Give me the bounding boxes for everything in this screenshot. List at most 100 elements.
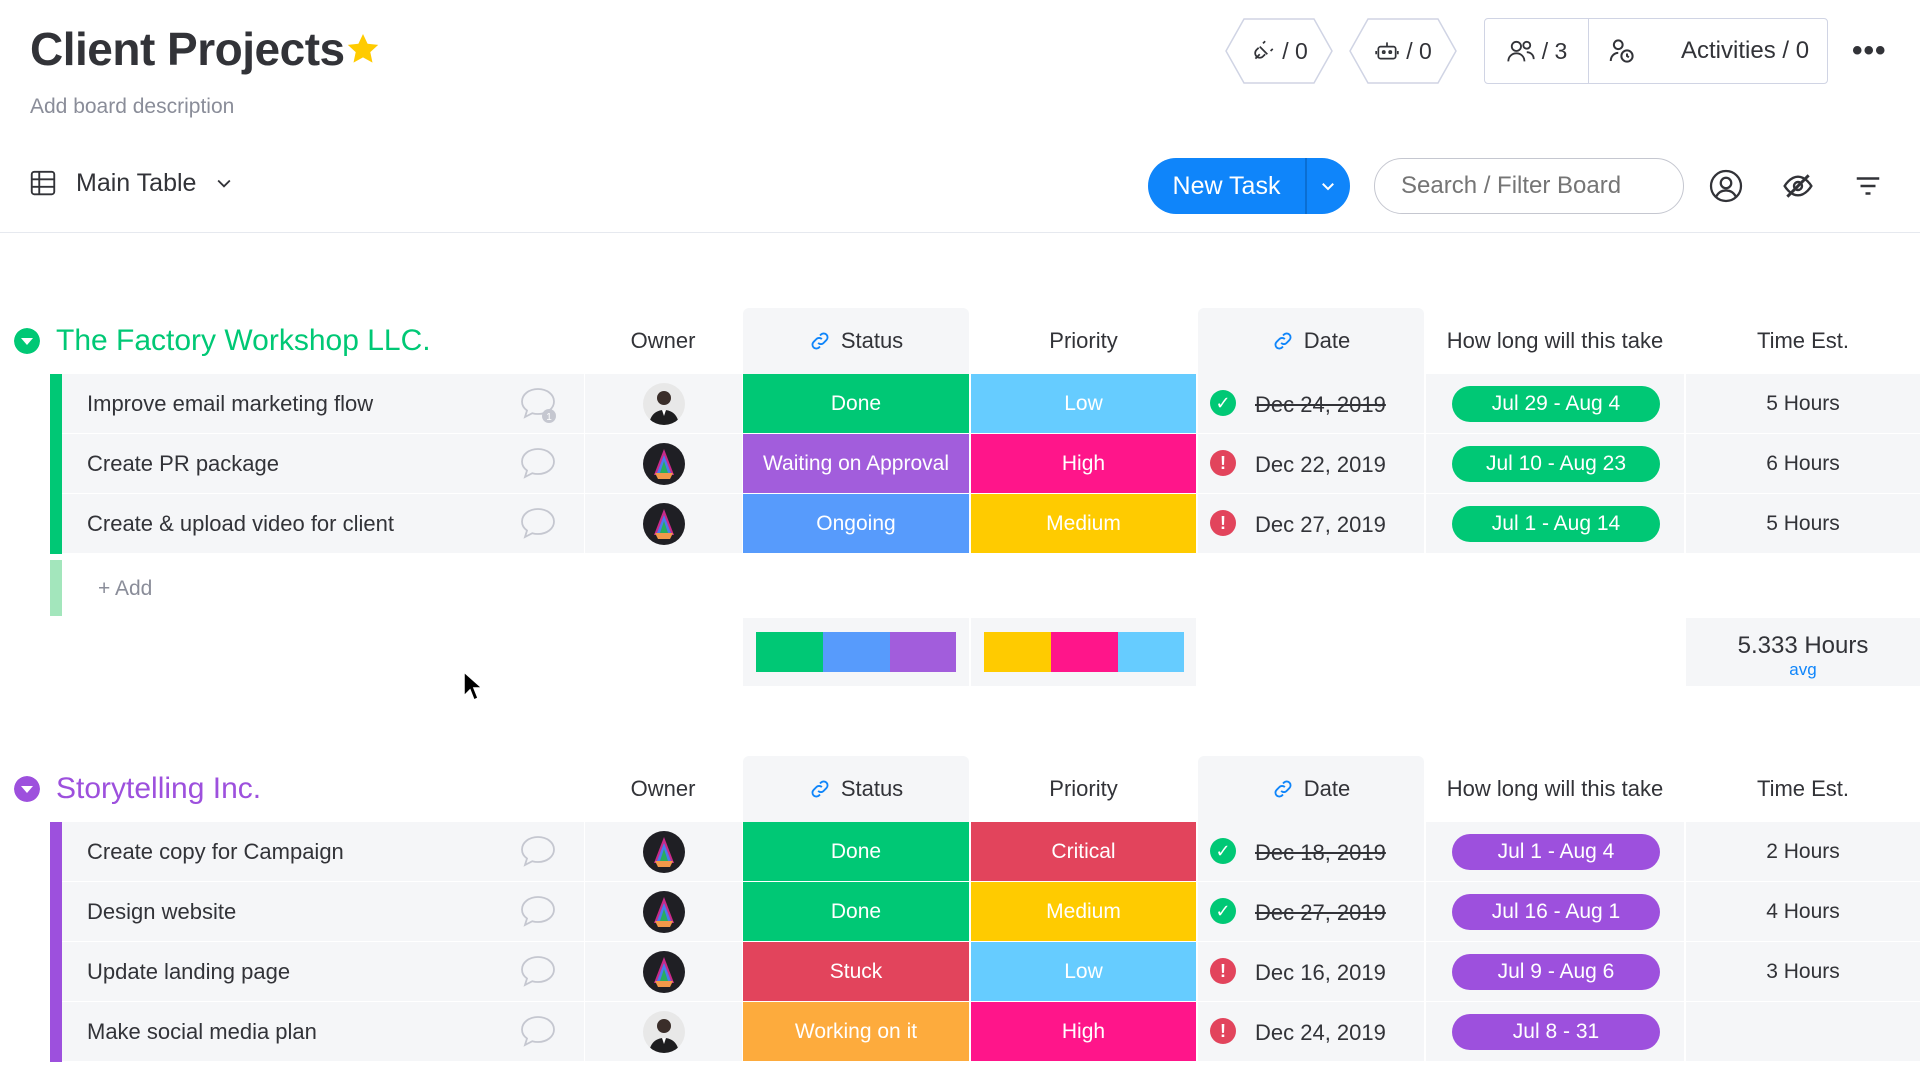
column-header-estimate[interactable]: Time Est. (1756, 776, 1850, 801)
favorite-star-icon[interactable] (344, 30, 382, 68)
timeline-cell[interactable]: Jul 16 - Aug 1 (1426, 882, 1684, 942)
priority-distribution-bar[interactable] (984, 632, 1184, 672)
column-header-estimate[interactable]: Time Est. (1756, 328, 1850, 353)
timeline-pill[interactable]: Jul 16 - Aug 1 (1452, 894, 1660, 930)
column-header-timeline[interactable]: How long will this take (1446, 776, 1664, 801)
owner-cell[interactable] (584, 942, 742, 1002)
owner-cell[interactable] (584, 374, 742, 434)
column-header-priority[interactable]: Priority (1049, 776, 1118, 801)
timeline-cell[interactable]: Jul 1 - Aug 14 (1426, 494, 1684, 554)
estimate-cell[interactable] (1686, 1002, 1920, 1062)
owner-cell[interactable] (584, 822, 742, 882)
group-title[interactable]: The Factory Workshop LLC. (56, 324, 431, 357)
new-task-button[interactable]: New Task (1148, 158, 1350, 214)
timeline-cell[interactable]: Jul 8 - 31 (1426, 1002, 1684, 1062)
column-header-owner[interactable]: Owner (630, 328, 696, 353)
comment-bubble-icon[interactable] (518, 1014, 558, 1052)
column-header-date[interactable]: Date (1198, 308, 1424, 374)
item-name-cell[interactable]: Create & upload video for client (62, 494, 584, 554)
timeline-pill[interactable]: Jul 9 - Aug 6 (1452, 954, 1660, 990)
item-name[interactable]: Design website (87, 899, 237, 924)
date-cell[interactable]: ! Dec 22, 2019 (1198, 434, 1424, 494)
collapse-group-icon[interactable] (14, 328, 40, 354)
table-row[interactable]: Create & upload video for client Ongoing… (0, 494, 1920, 554)
owner-cell[interactable] (584, 1002, 742, 1062)
item-name-cell[interactable]: Improve email marketing flow 1 (62, 374, 584, 434)
timeline-pill[interactable]: Jul 10 - Aug 23 (1452, 446, 1660, 482)
column-header-priority[interactable]: Priority (1049, 328, 1118, 353)
table-row[interactable]: Design website Done Medium ✓ Dec 27, 201… (0, 882, 1920, 942)
activities-button[interactable]: Activities / 0 (1589, 36, 1827, 66)
priority-cell[interactable]: Critical (971, 822, 1196, 882)
priority-cell[interactable]: Medium (971, 494, 1196, 554)
comment-bubble-icon[interactable] (518, 446, 558, 484)
timeline-cell[interactable]: Jul 1 - Aug 4 (1426, 822, 1684, 882)
comment-bubble-icon[interactable] (518, 954, 558, 992)
table-row[interactable]: Create copy for Campaign Done Critical ✓… (0, 822, 1920, 882)
priority-cell[interactable]: Low (971, 942, 1196, 1002)
sort-filter-icon[interactable] (1848, 166, 1888, 206)
item-name-cell[interactable]: Update landing page (62, 942, 584, 1002)
column-header-timeline[interactable]: How long will this take (1446, 328, 1664, 353)
timeline-cell[interactable]: Jul 10 - Aug 23 (1426, 434, 1684, 494)
item-name-cell[interactable]: Design website (62, 882, 584, 942)
members-button[interactable]: / 3 (1485, 19, 1589, 83)
comment-bubble-icon[interactable] (518, 894, 558, 932)
new-task-dropdown[interactable] (1307, 177, 1351, 195)
table-row[interactable]: Improve email marketing flow 1 Done Low … (0, 374, 1920, 434)
item-name-cell[interactable]: Create PR package (62, 434, 584, 494)
owner-cell[interactable] (584, 494, 742, 554)
avatar-art[interactable] (643, 503, 685, 545)
column-header-status[interactable]: Status (743, 756, 969, 822)
priority-cell[interactable]: High (971, 434, 1196, 494)
comment-bubble-icon[interactable]: 1 (518, 386, 558, 424)
date-cell[interactable]: ✓ Dec 24, 2019 (1198, 374, 1424, 434)
item-name[interactable]: Create PR package (87, 451, 279, 476)
item-name[interactable]: Make social media plan (87, 1019, 317, 1044)
person-filter-icon[interactable] (1706, 166, 1746, 206)
table-row[interactable]: Update landing page Stuck Low ! Dec 16, … (0, 942, 1920, 1002)
table-row[interactable]: Make social media plan Working on it Hig… (0, 1002, 1920, 1062)
status-cell[interactable]: Waiting on Approval (743, 434, 969, 494)
timeline-cell[interactable]: Jul 29 - Aug 4 (1426, 374, 1684, 434)
collapse-group-icon[interactable] (14, 776, 40, 802)
column-header-date[interactable]: Date (1198, 756, 1424, 822)
timeline-pill[interactable]: Jul 1 - Aug 14 (1452, 506, 1660, 542)
main-table-view-tab[interactable]: Main Table (28, 168, 234, 198)
avatar-person[interactable] (643, 383, 685, 425)
status-distribution-bar[interactable] (756, 632, 956, 672)
status-cell[interactable]: Done (743, 882, 969, 942)
status-cell[interactable]: Working on it (743, 1002, 969, 1062)
comment-bubble-icon[interactable] (518, 834, 558, 872)
timeline-cell[interactable]: Jul 9 - Aug 6 (1426, 942, 1684, 1002)
estimate-cell[interactable]: 4 Hours (1686, 882, 1920, 942)
estimate-cell[interactable]: 2 Hours (1686, 822, 1920, 882)
add-item-label[interactable]: + Add (98, 577, 153, 600)
avatar-person[interactable] (643, 1011, 685, 1053)
item-name[interactable]: Create & upload video for client (87, 511, 394, 536)
comment-bubble-icon[interactable] (518, 506, 558, 544)
more-options-icon[interactable]: ••• (1852, 34, 1887, 67)
estimate-cell[interactable]: 5 Hours (1686, 494, 1920, 554)
date-cell[interactable]: ✓ Dec 18, 2019 (1198, 822, 1424, 882)
estimate-cell[interactable]: 6 Hours (1686, 434, 1920, 494)
date-cell[interactable]: ✓ Dec 27, 2019 (1198, 882, 1424, 942)
status-cell[interactable]: Done (743, 822, 969, 882)
timeline-pill[interactable]: Jul 1 - Aug 4 (1452, 834, 1660, 870)
board-title[interactable]: Client Projects (30, 23, 345, 75)
item-name-cell[interactable]: Create copy for Campaign (62, 822, 584, 882)
item-name[interactable]: Create copy for Campaign (87, 839, 344, 864)
estimate-cell[interactable]: 5 Hours (1686, 374, 1920, 434)
avatar-art[interactable] (643, 951, 685, 993)
group-title[interactable]: Storytelling Inc. (56, 772, 262, 805)
owner-cell[interactable] (584, 882, 742, 942)
priority-cell[interactable]: Medium (971, 882, 1196, 942)
item-name[interactable]: Update landing page (87, 959, 291, 984)
date-cell[interactable]: ! Dec 27, 2019 (1198, 494, 1424, 554)
date-cell[interactable]: ! Dec 24, 2019 (1198, 1002, 1424, 1062)
automations-button[interactable]: / 0 (1348, 18, 1458, 84)
timeline-pill[interactable]: Jul 8 - 31 (1452, 1014, 1660, 1050)
timeline-pill[interactable]: Jul 29 - Aug 4 (1452, 386, 1660, 422)
item-name[interactable]: Improve email marketing flow (87, 391, 374, 416)
search-input[interactable] (1374, 158, 1684, 214)
